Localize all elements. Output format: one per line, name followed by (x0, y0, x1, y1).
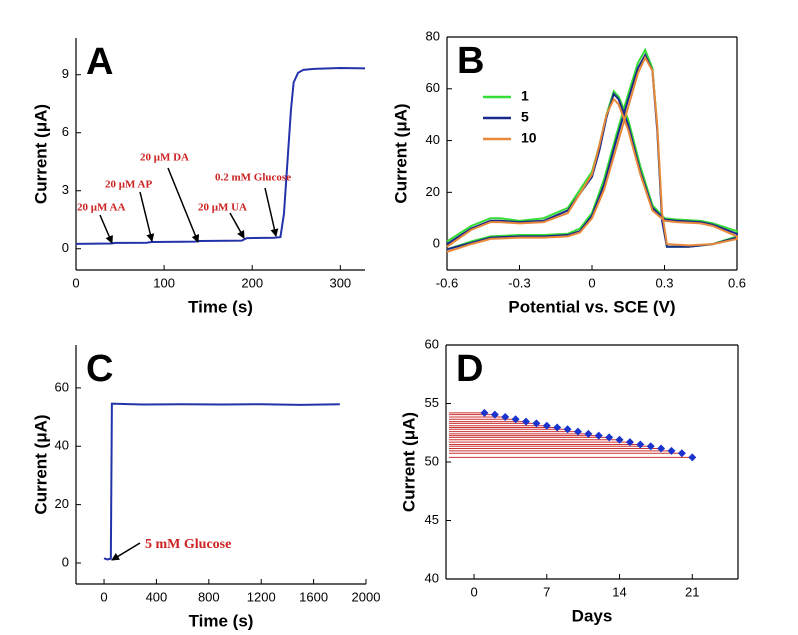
annotation: 20 μM UA (198, 202, 247, 214)
x-tick-label: 0 (72, 275, 79, 290)
data-point (677, 449, 686, 458)
annotation-arrow (167, 167, 200, 243)
y-tick-label: 20 (426, 184, 440, 199)
x-tick-label: 0 (470, 584, 477, 599)
data-point (636, 440, 645, 449)
data-point (532, 419, 541, 428)
x-tick-label: 21 (685, 584, 699, 599)
data-point (511, 415, 520, 424)
x-tick-label: 0.6 (728, 275, 746, 290)
x-tick-label: 400 (146, 589, 168, 604)
x-axis-label: Time (s) (189, 611, 254, 630)
data-point (625, 438, 634, 447)
data-point (657, 444, 666, 453)
data-point (490, 410, 499, 419)
x-tick-label: 800 (198, 589, 220, 604)
panel: 0 7 14 21 40 45 50 55 60 Days Current (μA) D (399, 336, 739, 625)
data-point (646, 442, 655, 451)
panel-label: D (456, 348, 483, 390)
x-tick-label: 0.3 (655, 275, 673, 290)
x-tick-label: 200 (241, 275, 263, 290)
x-tick-label: -0.3 (508, 275, 530, 290)
y-tick-label: 0 (62, 554, 69, 569)
data-point (522, 417, 531, 426)
data-point (501, 412, 510, 421)
legend-label: 1 (521, 88, 529, 104)
annotation: 5 mM Glucose (145, 537, 231, 552)
x-tick-label: 7 (543, 584, 550, 599)
data-point (563, 425, 572, 434)
panel: 0 100 200 300 0 3 6 9 Time (s) Current (μA) A 20 μM… (31, 38, 366, 316)
x-tick-label: 100 (153, 275, 175, 290)
panel-label: C (86, 348, 113, 390)
data-point (688, 453, 697, 462)
data-line (446, 55, 738, 253)
y-tick-label: 55 (425, 395, 439, 410)
annotation-arrow (99, 214, 113, 244)
y-tick-label: 6 (62, 124, 69, 139)
y-tick-label: 60 (55, 379, 69, 394)
legend-label: 10 (521, 130, 537, 146)
panel: 0 400 800 1200 1600 2000 0 20 40 60 Time (s) Curren… (31, 345, 380, 630)
data-point (584, 429, 593, 438)
data-point (542, 421, 551, 430)
x-tick-label: -0.6 (436, 275, 458, 290)
data-point (594, 431, 603, 440)
data-point (605, 433, 614, 442)
x-tick-label: 300 (329, 275, 351, 290)
x-axis-label: Potential vs. SCE (V) (508, 297, 675, 316)
data-point (667, 446, 676, 455)
annotation-arrow (229, 212, 245, 239)
annotation-arrow (264, 187, 279, 237)
y-tick-label: 40 (425, 570, 439, 585)
annotation: 20 μM AA (77, 202, 125, 214)
y-axis-label: Current (μA) (391, 103, 410, 203)
y-tick-label: 60 (426, 80, 440, 95)
y-tick-label: 60 (425, 336, 439, 351)
x-tick-label: 2000 (352, 589, 381, 604)
y-axis-label: Current (μA) (399, 412, 418, 512)
annotation-arrow (111, 542, 141, 561)
annotation: 20 μM AP (105, 179, 152, 191)
panel-label: A (86, 41, 113, 83)
y-tick-label: 0 (62, 240, 69, 255)
y-tick-label: 40 (426, 132, 440, 147)
y-tick-label: 40 (55, 438, 69, 453)
data-point (573, 427, 582, 436)
data-point (553, 423, 562, 432)
y-tick-label: 9 (62, 66, 69, 81)
annotation: 20 μM DA (140, 152, 189, 164)
y-tick-label: 50 (425, 453, 439, 468)
x-axis-label: Days (572, 606, 613, 625)
data-line (75, 66, 366, 245)
panel: -0.6 -0.3 0 0.3 0.6 0 20 40 60 80 Potential vs. SC… (391, 28, 746, 316)
y-axis-label: Current (μA) (31, 104, 50, 204)
x-tick-label: 0 (100, 589, 107, 604)
y-tick-label: 45 (425, 512, 439, 527)
x-tick-label: 1600 (299, 589, 328, 604)
y-tick-label: 0 (433, 236, 440, 251)
x-tick-label: 0 (588, 275, 595, 290)
y-axis-label: Current (μA) (31, 414, 50, 514)
legend-label: 5 (521, 109, 529, 125)
x-tick-label: 1200 (247, 589, 276, 604)
annotation: 0.2 mM Glucose (215, 172, 291, 184)
data-line (103, 402, 340, 561)
y-tick-label: 20 (55, 496, 69, 511)
y-tick-label: 80 (426, 28, 440, 43)
data-point (480, 408, 489, 417)
x-axis-label: Time (s) (188, 297, 253, 316)
x-tick-label: 14 (612, 584, 626, 599)
y-tick-label: 3 (62, 182, 69, 197)
annotation-arrow (139, 191, 155, 242)
panel-label: B (457, 40, 484, 82)
data-point (615, 435, 624, 444)
